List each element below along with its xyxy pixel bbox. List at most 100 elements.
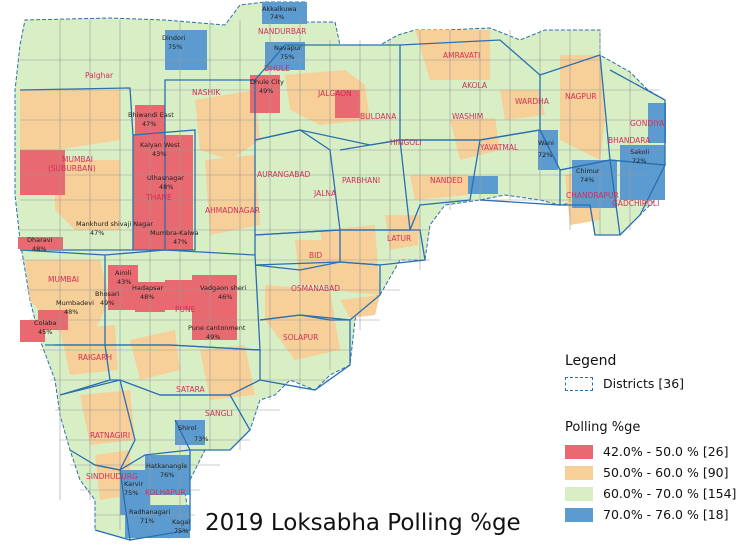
constituency-label: Sakoli	[630, 148, 649, 156]
constituency-label: Dindori	[162, 34, 186, 42]
map-title: 2019 Loksabha Polling %ge	[205, 510, 521, 536]
constituency-label: 71%	[140, 517, 154, 525]
constituency-label: Karvir	[124, 480, 143, 488]
district-label: RAIGARH	[78, 353, 112, 362]
constituency-label: 74%	[580, 176, 594, 184]
district-label: RATNAGIRI	[90, 431, 130, 440]
constituency-label: Kalyan West	[140, 141, 180, 149]
constituency-label: 47%	[90, 229, 104, 237]
constituency-label: 48%	[64, 308, 78, 316]
district-label: MUMBAI	[48, 275, 79, 284]
district-boundaries	[19, 39, 667, 541]
constituency-label: Mumbra-Kalwa	[150, 229, 198, 237]
constituency-label: Wani	[538, 139, 554, 147]
district-label: AMRAVATI	[443, 51, 480, 60]
constituency-label: Shirol	[178, 424, 197, 432]
district-label: PARBHANI	[342, 176, 380, 185]
constituency-label: 49%	[100, 299, 114, 307]
constituency-label: 76%	[160, 471, 174, 479]
constituency-label: Chimur	[576, 167, 600, 175]
constituency-label: 49%	[259, 87, 273, 95]
constituency-label: 48%	[32, 245, 46, 253]
constituency-label: Bhosari	[95, 290, 120, 298]
legend-label: 70.0% - 76.0 % [18]	[603, 507, 729, 522]
constituency-label: 72%	[632, 157, 646, 165]
district-label: OSMANABAD	[291, 284, 340, 293]
legend-item-class: 70.0% - 76.0 % [18]	[565, 504, 743, 525]
constituency-label: 74%	[270, 13, 284, 21]
district-label: SOLAPUR	[283, 333, 318, 342]
district-label: NANDURBAR	[258, 27, 306, 36]
legend-label: Districts [36]	[603, 376, 685, 391]
district-label: AKOLA	[462, 81, 488, 90]
district-label: NAGPUR	[565, 92, 597, 101]
district-label: THANE	[145, 193, 172, 202]
district-label: MUMBAI	[62, 155, 93, 164]
constituency-label: Radhanagari	[129, 508, 170, 516]
constituency-label: 47%	[173, 238, 187, 246]
district-label: BID	[309, 251, 322, 260]
constituency-label: Akkalkuwa	[262, 5, 297, 13]
constituency-label: 48%	[140, 293, 154, 301]
color-swatch	[565, 507, 593, 522]
color-swatch	[565, 486, 593, 501]
district-label: JALNA	[313, 189, 337, 198]
constituency-label: Pune cantonment	[188, 324, 246, 332]
constituency-label: Dharavi	[27, 236, 53, 244]
district-label: AHMADNAGAR	[205, 206, 260, 215]
constituency-label: Ulhasnagar	[147, 174, 184, 182]
district-label: SINDHUDURG	[86, 472, 138, 481]
legend-title: Legend	[565, 353, 617, 369]
constituency-label: 45%	[38, 328, 52, 336]
constituency-label: 75%	[168, 43, 182, 51]
legend-label: 60.0% - 70.0 % [154]	[603, 486, 737, 501]
legend-label: 42.0% - 50.0 % [26]	[603, 444, 729, 459]
constituency-label: 46%	[218, 293, 232, 301]
constituency-label: 48%	[159, 183, 173, 191]
constituency-label: Vadgaon sheri	[200, 284, 247, 292]
district-label: BHANDARA	[608, 136, 651, 145]
district-label: GADCHIROLI	[612, 199, 659, 208]
constituency-label: Kagal	[172, 518, 190, 526]
district-label: BULDANA	[360, 112, 397, 121]
constituency-label: Mumbadevi	[56, 299, 94, 307]
constituency-label: Colaba	[34, 319, 56, 327]
legend-item-districts: Districts [36]	[565, 373, 743, 394]
polling-legend-title: Polling %ge	[565, 420, 641, 435]
district-label: NANDED	[430, 176, 463, 185]
district-label: LATUR	[387, 234, 411, 243]
constituency-label: 75%	[124, 489, 138, 497]
constituency-label: Hadapsar	[132, 284, 163, 292]
constituency-label: Airoli	[115, 269, 132, 277]
district-label: SANGLI	[205, 409, 233, 418]
district-label: KOLHAPUR	[145, 488, 186, 497]
constituency-label: 75%	[174, 527, 188, 535]
district-label: PUNE	[175, 305, 196, 314]
district-label: CHANDRAPUR	[566, 191, 619, 200]
district-label: Palghar	[85, 71, 114, 80]
constituency-label: 49%	[206, 333, 220, 341]
constituency-label: 72%	[538, 151, 552, 159]
district-label: SATARA	[176, 385, 205, 394]
constituency-label: 73%	[194, 435, 208, 443]
district-label: HINGOLI	[390, 138, 422, 147]
legend-item-class: 60.0% - 70.0 % [154]	[565, 483, 743, 504]
constituency-label: Hatkanangle	[146, 462, 187, 470]
legend-label: 50.0% - 60.0 % [90]	[603, 465, 729, 480]
map-legend: Legend Districts [36] Polling %ge 42.0% …	[565, 353, 743, 525]
legend-item-class: 50.0% - 60.0 % [90]	[565, 462, 743, 483]
color-swatch	[565, 444, 593, 459]
district-label: JALGAON	[317, 89, 352, 98]
district-labels: NANDURBAR DHULE NASHIK JALGAON AMRAVATI …	[48, 27, 665, 497]
legend-item-class: 42.0% - 50.0 % [26]	[565, 441, 743, 462]
district-boundary-swatch	[565, 376, 593, 391]
constituency-label: Mankhurd shivaji Nagar	[76, 220, 153, 228]
district-label: YAVATMAL	[479, 143, 519, 152]
district-label: AURANGABAD	[257, 170, 310, 179]
constituency-label: 43%	[152, 150, 166, 158]
district-label: GONDIYA	[630, 119, 665, 128]
district-label: (SUBURBAN)	[48, 164, 96, 173]
constituency-label: Bhiwandi East	[128, 111, 174, 119]
class-70-76-areas	[120, 2, 666, 538]
